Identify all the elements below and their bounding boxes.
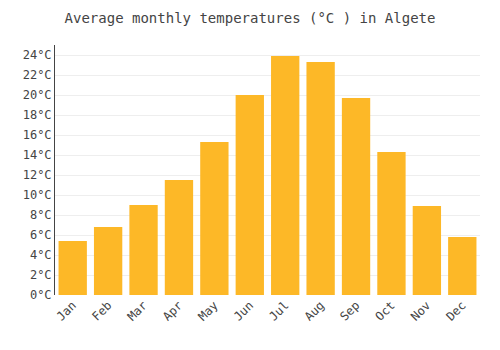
svg-text:Nov: Nov [408,298,433,323]
svg-text:16°C: 16°C [23,128,52,142]
svg-text:Jan: Jan [54,298,79,323]
svg-text:Sep: Sep [337,298,362,323]
svg-text:2°C: 2°C [30,268,52,282]
svg-text:Jul: Jul [266,298,291,323]
svg-text:May: May [196,298,221,323]
svg-text:Average monthly temperatures (: Average monthly temperatures (°C ) in Al… [65,10,436,26]
svg-text:Oct: Oct [373,298,398,323]
svg-text:Mar: Mar [125,298,150,323]
svg-text:22°C: 22°C [23,68,52,82]
svg-text:14°C: 14°C [23,148,52,162]
svg-text:Feb: Feb [89,298,114,323]
svg-text:Jun: Jun [231,298,256,323]
svg-text:4°C: 4°C [30,248,52,262]
svg-text:18°C: 18°C [23,108,52,122]
svg-text:20°C: 20°C [23,88,52,102]
svg-text:24°C: 24°C [23,48,52,62]
svg-text:12°C: 12°C [23,168,52,182]
svg-text:Aug: Aug [302,298,327,323]
svg-text:10°C: 10°C [23,188,52,202]
svg-text:0°C: 0°C [30,288,52,302]
svg-text:Apr: Apr [160,298,185,323]
svg-text:8°C: 8°C [30,208,52,222]
svg-text:6°C: 6°C [30,228,52,242]
svg-text:Dec: Dec [443,298,468,323]
